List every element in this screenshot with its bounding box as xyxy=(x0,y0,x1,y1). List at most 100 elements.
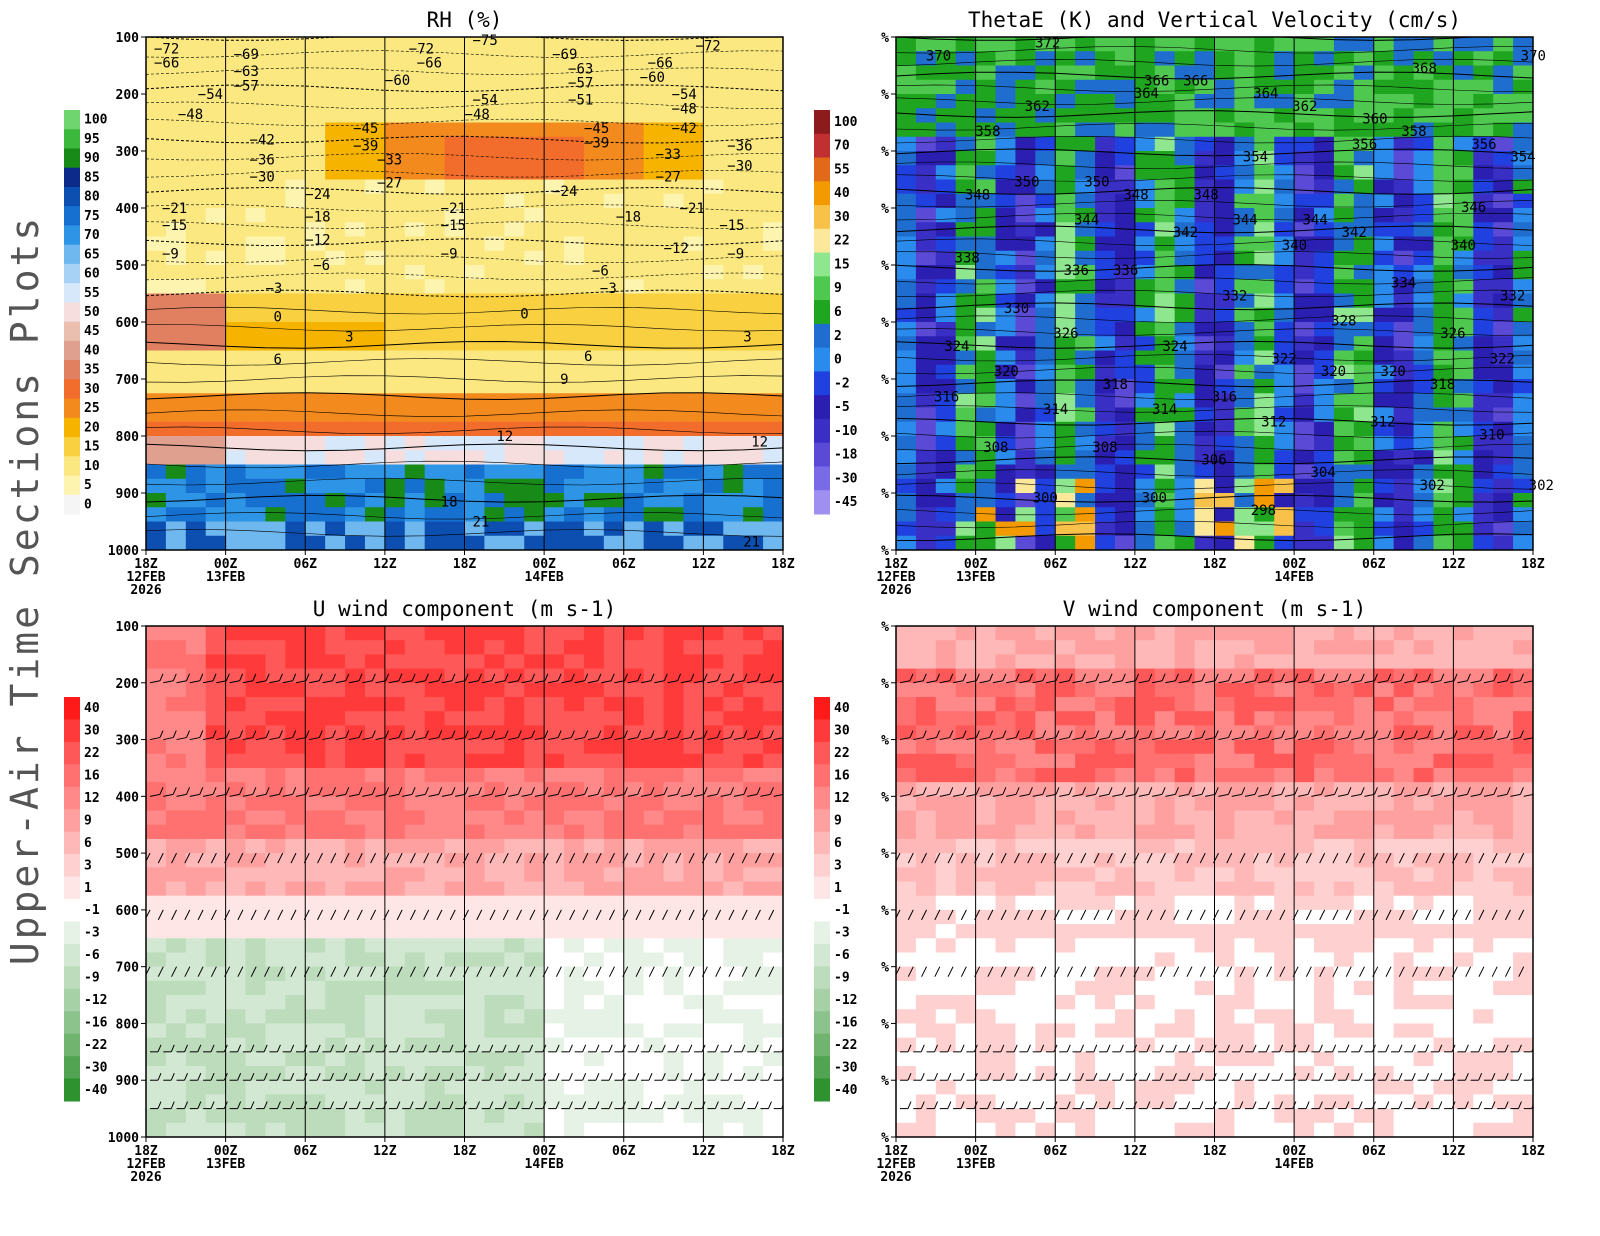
field-cell xyxy=(703,782,725,798)
field-cell xyxy=(1214,507,1236,523)
field-cell xyxy=(345,350,366,366)
field-cell xyxy=(444,293,466,309)
field-cell xyxy=(975,1037,997,1053)
field-cell xyxy=(603,1023,625,1039)
field-cell xyxy=(763,136,783,152)
field-cell xyxy=(935,1037,957,1053)
field-cell xyxy=(364,980,386,997)
field-cell xyxy=(345,507,366,523)
wind-barb xyxy=(242,680,253,684)
colorbar-label: 6 xyxy=(84,836,92,851)
wind-barb-flag xyxy=(489,1073,494,1081)
wind-barb-flag xyxy=(730,730,735,738)
field-cell xyxy=(484,696,506,713)
field-cell xyxy=(165,853,187,869)
x-tick-label: 12Z xyxy=(1442,557,1466,572)
field-cell xyxy=(325,810,347,826)
field-cell xyxy=(603,938,625,954)
field-cell xyxy=(225,867,247,883)
field-cell xyxy=(1174,436,1196,452)
field-cell xyxy=(583,464,605,480)
field-cell xyxy=(245,995,267,1011)
contour-label: 318 xyxy=(1103,377,1128,393)
field-cell xyxy=(1114,421,1136,437)
field-cell xyxy=(896,1080,917,1096)
wind-barb-flag xyxy=(237,1044,242,1053)
field-cell xyxy=(1154,407,1176,423)
wind-barb xyxy=(210,852,217,864)
field-cell xyxy=(1035,980,1057,997)
field-cell xyxy=(424,640,446,656)
wind-barb-flag xyxy=(449,1101,454,1109)
colorbar-label: -6 xyxy=(84,948,100,963)
field-cell xyxy=(955,668,977,684)
field-cell xyxy=(1393,364,1415,380)
field-cell xyxy=(623,895,645,911)
field-cell xyxy=(1314,379,1335,395)
field-cell xyxy=(325,640,347,656)
field-cell xyxy=(683,364,705,380)
field-cell xyxy=(325,393,347,409)
wind-barb-flag xyxy=(278,787,283,795)
field-cell xyxy=(723,379,745,395)
field-cell xyxy=(643,739,665,755)
field-cell xyxy=(1035,838,1057,855)
colorbar-label: 22 xyxy=(84,746,100,761)
field-cell xyxy=(955,1009,977,1025)
field-cell xyxy=(1373,122,1395,138)
field-cell xyxy=(896,626,917,642)
field-cell xyxy=(1214,364,1236,380)
field-cell xyxy=(225,696,247,713)
field-cell xyxy=(524,265,546,281)
field-cell xyxy=(364,952,386,968)
field-cell xyxy=(663,521,685,537)
field-cell xyxy=(524,767,546,784)
field-cell xyxy=(265,782,287,798)
field-cell xyxy=(975,938,997,954)
wind-barb xyxy=(675,852,682,864)
field-cell xyxy=(583,1009,605,1025)
field-cell xyxy=(225,436,247,452)
field-cell xyxy=(1075,108,1097,124)
field-cell xyxy=(1433,122,1455,138)
field-cell xyxy=(1134,122,1156,138)
field-cell xyxy=(763,51,783,67)
contour-label: 342 xyxy=(1342,225,1367,241)
field-cell xyxy=(623,1037,645,1053)
field-cell xyxy=(165,725,187,741)
x-date-label: 13FEB xyxy=(206,570,245,585)
field-cell xyxy=(703,108,725,124)
field-cell xyxy=(603,824,625,840)
field-cell xyxy=(444,938,466,954)
field-cell xyxy=(1035,924,1057,940)
field-cell xyxy=(444,193,466,209)
field-cell xyxy=(623,810,645,826)
field-cell xyxy=(225,65,247,81)
wind-barb xyxy=(521,737,532,741)
field-cell xyxy=(285,711,307,727)
field-cell xyxy=(1333,364,1355,380)
wind-barb xyxy=(330,966,337,977)
contour-label: −51 xyxy=(568,93,593,109)
field-cell xyxy=(1274,165,1296,181)
colorbar-swatch xyxy=(814,228,830,254)
wind-barb xyxy=(481,680,492,684)
field-cell xyxy=(424,165,446,181)
field-cell xyxy=(1513,535,1533,550)
field-cell xyxy=(564,450,585,466)
field-cell xyxy=(564,980,585,997)
field-cell xyxy=(544,322,566,338)
field-cell xyxy=(1294,94,1316,110)
field-cell xyxy=(364,640,386,656)
field-cell xyxy=(384,464,406,480)
field-cell xyxy=(504,824,526,840)
field-cell xyxy=(683,654,705,670)
x-date-label: 14FEB xyxy=(1275,570,1314,585)
field-cell xyxy=(305,1122,327,1137)
colorbar-swatch xyxy=(814,323,830,349)
wind-barb xyxy=(375,680,386,684)
field-cell xyxy=(285,1037,307,1053)
field-cell xyxy=(524,626,546,642)
field-cell xyxy=(975,1080,997,1096)
field-cell xyxy=(896,654,917,670)
